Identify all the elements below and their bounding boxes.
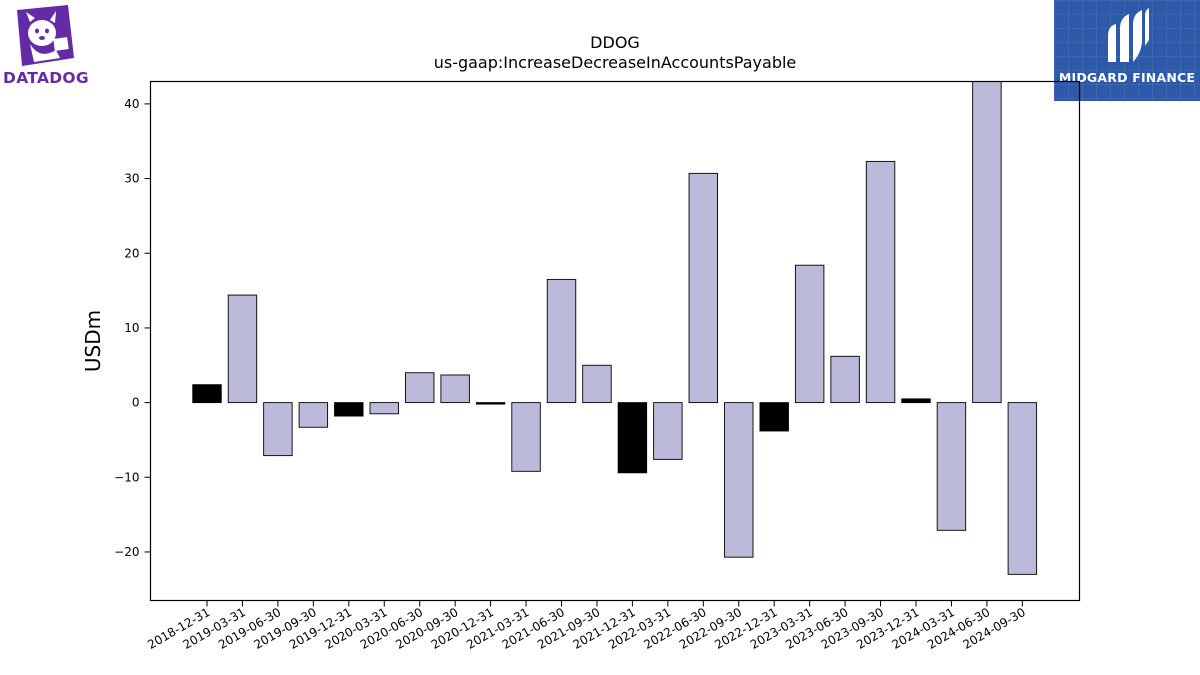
bar-2020-03-31 [369,402,399,415]
bar-2021-09-30 [582,364,612,404]
bar-2024-06-30 [972,81,1002,404]
bar-2021-06-30 [546,278,577,404]
bar-2023-03-31 [794,264,825,404]
y-tick-label: 40 [124,97,139,111]
bar-2019-06-30 [263,402,293,457]
y-tick-label: 0 [132,396,140,410]
bar-2019-12-31 [334,402,364,417]
bars-group [192,81,1038,575]
bar-2022-12-31 [759,402,789,432]
bar-2021-12-31 [617,402,648,474]
bar-2021-03-31 [511,402,541,472]
y-axis-ticks: −20 −10 0 10 20 30 40 [114,97,151,559]
midgard-finance-text: MIDGARD FINANCE [1058,70,1196,85]
y-tick-label: 30 [124,172,139,186]
midgard-m-icon [1108,8,1149,62]
bar-2024-03-31 [936,402,967,531]
plot-frame [149,80,1081,602]
y-tick-label: 10 [124,321,139,335]
bar-2022-03-31 [653,402,683,460]
datadog-logo: DATADOG [0,0,92,92]
bar-2020-06-30 [405,372,435,404]
bar-2019-09-30 [298,402,329,428]
y-tick-label: −10 [114,470,139,484]
x-axis-ticks: 2018-12-312019-03-312019-06-302019-09-30… [145,600,1028,652]
y-axis-label: USDm [81,310,105,372]
y-tick-label: −20 [114,545,139,559]
bar-2023-12-31 [901,398,931,404]
bar-2019-03-31 [227,294,258,404]
bar-2023-06-30 [830,355,860,404]
bar-2020-12-31 [475,402,506,405]
bar-2022-06-30 [688,172,718,404]
bar-2024-09-30 [1007,402,1038,575]
datadog-logo-text: DATADOG [3,69,89,87]
dog-mascot-icon [17,5,74,66]
bar-2018-12-31 [192,384,222,404]
chart-title: DDOG [590,33,640,52]
midgard-finance-logo: MIDGARD FINANCE [1054,0,1200,101]
bar-2023-09-30 [865,160,896,404]
bar-2020-09-30 [440,374,470,404]
bar-2022-09-30 [724,402,754,558]
chart-subtitle: us-gaap:IncreaseDecreaseInAccountsPayabl… [434,53,797,72]
y-tick-label: 20 [124,246,139,260]
